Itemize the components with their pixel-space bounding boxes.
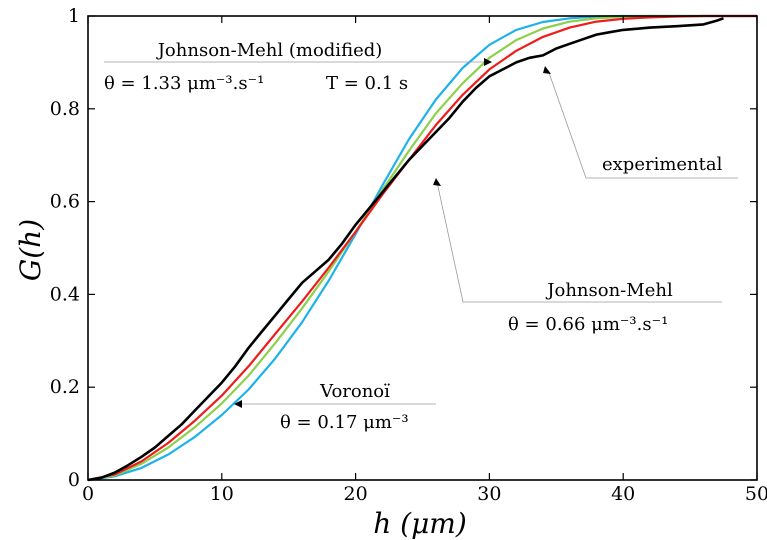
annotation-voronoi-arrow xyxy=(234,400,242,408)
x-tick-label: 40 xyxy=(611,483,635,505)
annotation-jm-modified-arrow xyxy=(484,58,492,66)
annotation-jm-line1: Johnson-Mehl xyxy=(545,280,673,301)
annotation-experimental: experimental xyxy=(543,66,738,179)
curves-layer xyxy=(87,14,757,482)
ticks-layer: 0 10 20 30 40 50 0 0.2 0.4 0.6 0.8 1 xyxy=(50,5,767,505)
y-tick-label: 0.2 xyxy=(50,376,80,398)
y-tick-label: 0.8 xyxy=(50,98,80,120)
x-axis-title: h (μm) xyxy=(373,507,467,540)
y-tick-label: 0.4 xyxy=(50,283,80,305)
x-tick-label: 10 xyxy=(210,483,234,505)
annotation-voronoi-line2: θ = 0.17 μm⁻³ xyxy=(280,412,409,433)
annotation-experimental-line1: experimental xyxy=(602,154,723,175)
annotation-voronoi-line1: Voronoï xyxy=(319,381,390,402)
x-tick-label: 50 xyxy=(745,483,767,505)
annotation-jm-leader xyxy=(436,181,722,303)
annotation-jm-modified-line2: θ = 1.33 μm⁻³.s⁻¹ xyxy=(104,73,264,94)
x-tick-label: 30 xyxy=(477,483,501,505)
annotation-jm-modified-line3: T = 0.1 s xyxy=(326,73,408,94)
annotation-jm-line2: θ = 0.66 μm⁻³.s⁻¹ xyxy=(508,314,668,335)
annotation-experimental-leader xyxy=(547,69,738,179)
annotation-experimental-arrow xyxy=(543,66,551,74)
annotation-jm-modified-line1: Johnson-Mehl (modified) xyxy=(156,40,383,61)
x-tick-label: 0 xyxy=(82,483,94,505)
annotation-jm: Johnson-Mehl θ = 0.66 μm⁻³.s⁻¹ xyxy=(433,178,722,335)
series-line-experimental xyxy=(87,17,724,482)
plot-frame xyxy=(87,15,758,481)
series-line-johnson-mehl xyxy=(87,14,757,482)
y-tick-label: 1 xyxy=(68,5,80,27)
y-axis-title: G(h) xyxy=(14,219,47,281)
x-tick-label: 20 xyxy=(344,483,368,505)
annotation-jm-arrow xyxy=(433,178,441,186)
annotation-jm-modified: Johnson-Mehl (modified) θ = 1.33 μm⁻³.s⁻… xyxy=(104,40,492,94)
annotation-voronoi: Voronoï θ = 0.17 μm⁻³ xyxy=(234,381,436,433)
y-tick-label: 0 xyxy=(68,469,80,491)
y-tick-label: 0.6 xyxy=(50,191,80,213)
